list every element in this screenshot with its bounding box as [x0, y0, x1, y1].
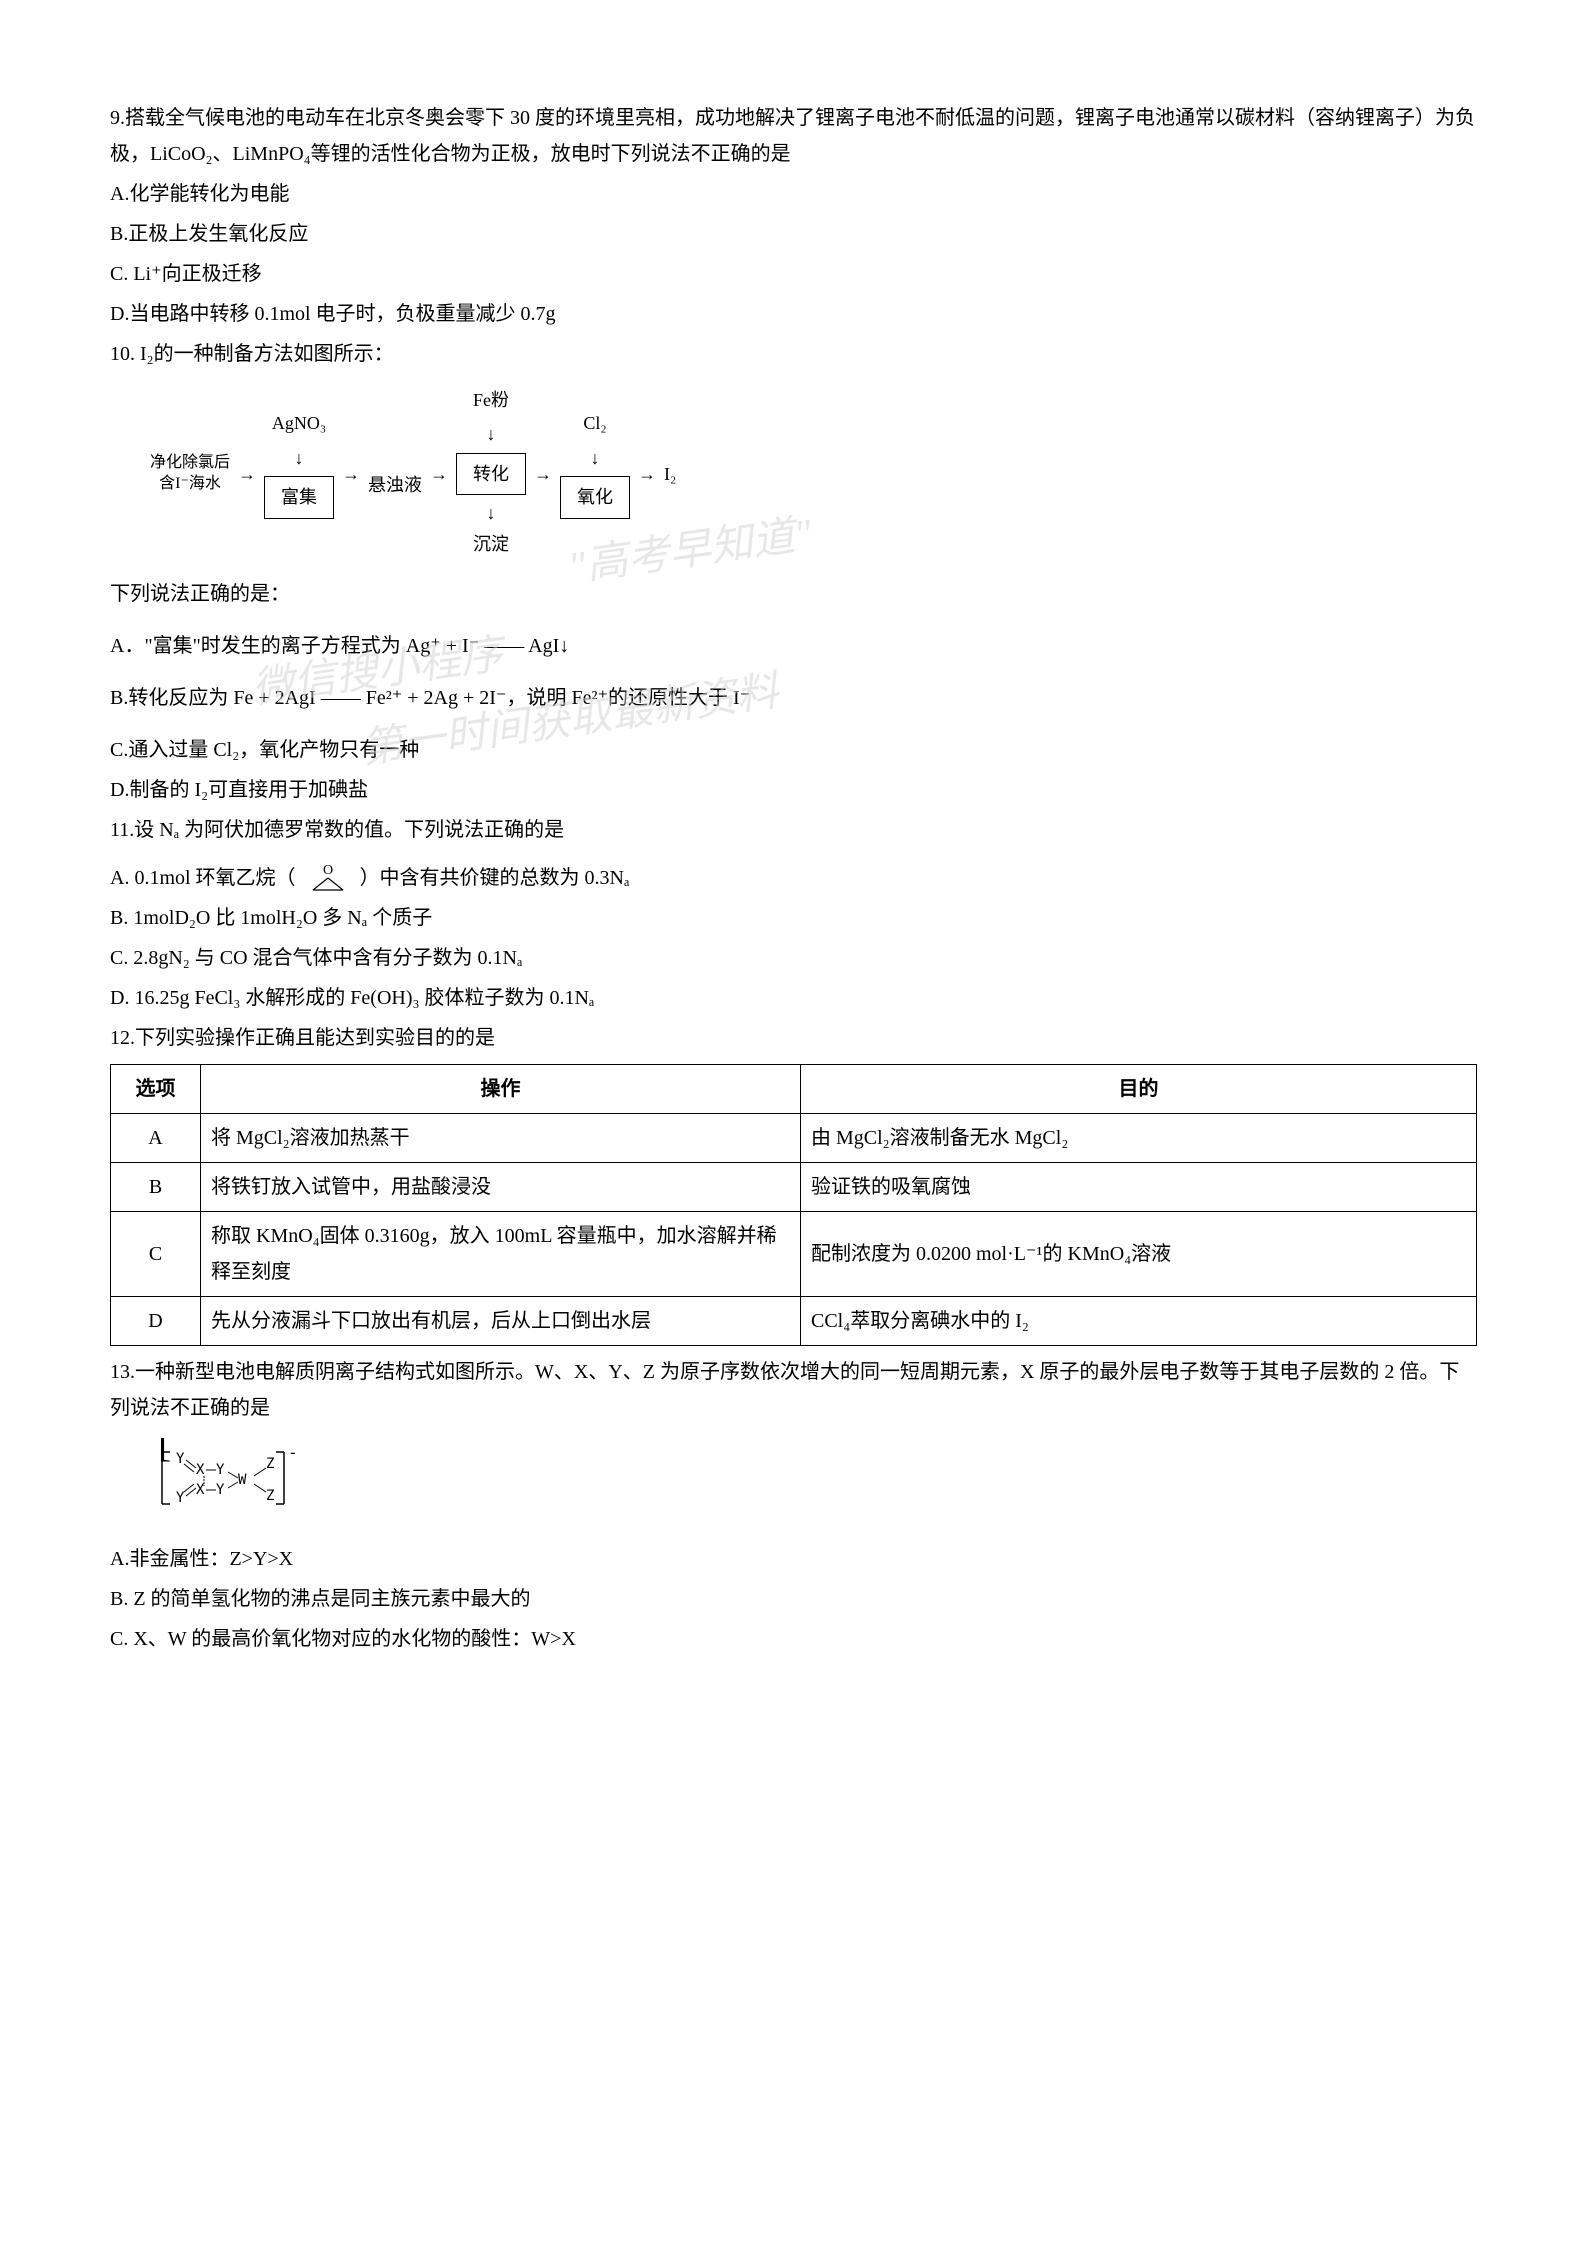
diagram-box1: 富集: [264, 476, 334, 518]
svg-text:Y: Y: [216, 1462, 225, 1478]
q11-option-a: A. 0.1mol 环氧乙烷（ O ）中含有共价键的总数为 0.3Nₐ: [110, 860, 1477, 896]
q12-stem: 12.下列实验操作正确且能达到实验目的的是: [110, 1020, 1477, 1056]
q10-option-d: D.制备的 I₂可直接用于加碘盐: [110, 772, 1477, 808]
table-row: C 称取 KMnO₄固体 0.3160g，放入 100mL 容量瓶中，加水溶解并…: [111, 1211, 1477, 1296]
q11-stem: 11.设 Nₐ 为阿伏加德罗常数的值。下列说法正确的是: [110, 812, 1477, 848]
q9-stem: 9.搭载全气候电池的电动车在北京冬奥会零下 30 度的环境里亮相，成功地解决了锂…: [110, 100, 1477, 172]
arrow-icon: →: [638, 458, 656, 490]
arrow-icon: →: [238, 458, 256, 490]
q13-option-b: B. Z 的简单氢化物的沸点是同主族元素中最大的: [110, 1581, 1477, 1617]
svg-text:Y: Y: [176, 1490, 185, 1506]
table-header: 选项: [111, 1064, 201, 1113]
q11-option-d: D. 16.25g FeCl₃ 水解形成的 Fe(OH)₃ 胶体粒子数为 0.1…: [110, 980, 1477, 1016]
table-header-row: 选项 操作 目的: [111, 1064, 1477, 1113]
diagram-top1: AgNO₃: [272, 407, 326, 439]
table-cell: B: [111, 1162, 201, 1211]
epoxy-ethane-icon: O: [305, 864, 351, 894]
table-cell: 先从分液漏斗下口放出有机层，后从上口倒出水层: [201, 1296, 801, 1345]
svg-text:X: X: [196, 1462, 205, 1478]
table-cell: 称取 KMnO₄固体 0.3160g，放入 100mL 容量瓶中，加水溶解并稀释…: [201, 1211, 801, 1296]
svg-text:-: -: [288, 1443, 298, 1462]
diagram-bottom2: 沉淀: [473, 528, 509, 560]
table-header: 操作: [201, 1064, 801, 1113]
q11-a-post: ）中含有共价键的总数为 0.3Nₐ: [360, 867, 630, 889]
arrow-icon: →: [430, 458, 448, 490]
svg-text:X: X: [196, 1482, 205, 1498]
diagram-input-label: 净化除氯后 含I⁻海水: [150, 453, 230, 495]
q10-option-a: A．"富集"时发生的离子方程式为 Ag⁺ + I⁻ —— AgI↓: [110, 628, 1477, 664]
q9-option-d: D.当电路中转移 0.1mol 电子时，负极重量减少 0.7g: [110, 296, 1477, 332]
arrow-icon: →: [534, 458, 552, 490]
down-arrow-icon: ↓: [295, 442, 304, 474]
diagram-box3: 氧化: [560, 476, 630, 518]
q13-option-a: A.非金属性：Z>Y>X: [110, 1541, 1477, 1577]
table-cell: 由 MgCl₂溶液制备无水 MgCl₂: [801, 1113, 1477, 1162]
table-cell: A: [111, 1113, 201, 1162]
table-cell: 将 MgCl₂溶液加热蒸干: [201, 1113, 801, 1162]
arrow-icon: →: [342, 458, 360, 490]
q13-stem: 13.一种新型电池电解质阴离子结构式如图所示。W、X、Y、Z 为原子序数依次增大…: [110, 1354, 1477, 1426]
q11-option-c: C. 2.8gN₂ 与 CO 混合气体中含有分子数为 0.1Nₐ: [110, 940, 1477, 976]
q11-option-b: B. 1molD₂O 比 1molH₂O 多 Nₐ 个质子: [110, 900, 1477, 936]
svg-text:Y: Y: [216, 1482, 225, 1498]
q11-a-pre: A. 0.1mol 环氧乙烷（: [110, 867, 296, 889]
q9-option-a: A.化学能转化为电能: [110, 176, 1477, 212]
table-cell: D: [111, 1296, 201, 1345]
q9-option-b: B.正极上发生氧化反应: [110, 216, 1477, 252]
diagram-input-line2: 含I⁻海水: [159, 475, 221, 492]
q10-option-c: C.通入过量 Cl₂，氧化产物只有一种: [110, 732, 1477, 768]
table-row: B 将铁钉放入试管中，用盐酸浸没 验证铁的吸氧腐蚀: [111, 1162, 1477, 1211]
svg-text:Z: Z: [266, 1456, 274, 1472]
q9-option-c: C. Li⁺向正极迁移: [110, 256, 1477, 292]
anion-structure-icon: [ Y Y X X Y Y W Z Z -: [150, 1438, 320, 1518]
down-arrow-icon: ↓: [591, 442, 600, 474]
table-cell: C: [111, 1211, 201, 1296]
q13-structure-diagram: [ Y Y X X Y Y W Z Z -: [150, 1438, 1477, 1529]
q10-diagram: 净化除氯后 含I⁻海水 → AgNO₃ ↓ 富集 → 悬浊液 → Fe粉 ↓ 转…: [150, 384, 1477, 564]
table-cell: 将铁钉放入试管中，用盐酸浸没: [201, 1162, 801, 1211]
q12-table: 选项 操作 目的 A 将 MgCl₂溶液加热蒸干 由 MgCl₂溶液制备无水 M…: [110, 1064, 1477, 1346]
q10-option-b: B.转化反应为 Fe + 2AgI —— Fe²⁺ + 2Ag + 2I⁻，说明…: [110, 680, 1477, 716]
svg-text:O: O: [323, 864, 333, 878]
table-header: 目的: [801, 1064, 1477, 1113]
table-row: D 先从分液漏斗下口放出有机层，后从上口倒出水层 CCl₄萃取分离碘水中的 I₂: [111, 1296, 1477, 1345]
down-arrow-icon: ↓: [487, 497, 496, 529]
table-row: A 将 MgCl₂溶液加热蒸干 由 MgCl₂溶液制备无水 MgCl₂: [111, 1113, 1477, 1162]
diagram-box2: 转化: [456, 453, 526, 495]
svg-text:Z: Z: [266, 1488, 274, 1504]
table-cell: CCl₄萃取分离碘水中的 I₂: [801, 1296, 1477, 1345]
svg-text:Y: Y: [176, 1451, 185, 1467]
table-cell: 配制浓度为 0.0200 mol·L⁻¹的 KMnO₄溶液: [801, 1211, 1477, 1296]
down-arrow-icon: ↓: [487, 418, 496, 450]
svg-text:W: W: [238, 1472, 247, 1488]
diagram-mid1: 悬浊液: [368, 469, 422, 501]
q10-stem: 10. I₂的一种制备方法如图所示：: [110, 336, 1477, 372]
table-cell: 验证铁的吸氧腐蚀: [801, 1162, 1477, 1211]
diagram-top2: Fe粉: [473, 384, 509, 416]
q13-option-c: C. X、W 的最高价氧化物对应的水化物的酸性：W>X: [110, 1621, 1477, 1657]
diagram-top3: Cl₂: [583, 407, 606, 439]
diagram-output: I₂: [664, 458, 676, 490]
q10-followup: 下列说法正确的是：: [110, 576, 1477, 612]
diagram-input-line1: 净化除氯后: [150, 454, 230, 471]
